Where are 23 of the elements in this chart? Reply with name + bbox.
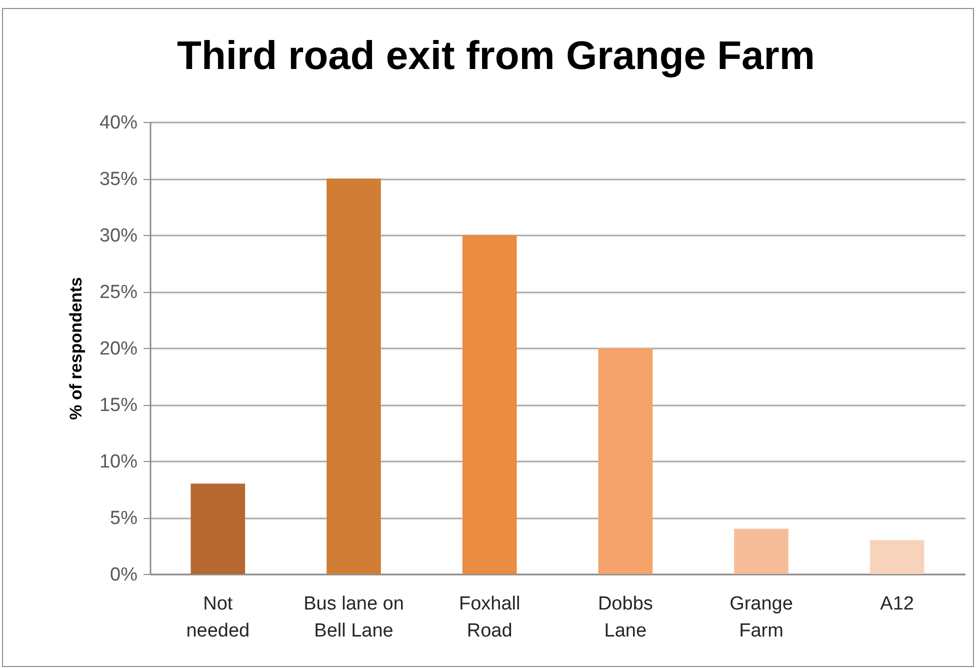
y-tick-label: 20%: [99, 338, 138, 360]
bar: [462, 235, 517, 574]
y-axis-title: % of respondents: [66, 277, 86, 420]
bar: [598, 348, 653, 574]
x-tick-label: Grange Farm: [730, 594, 793, 642]
x-tick-label: Dobbs Lane: [598, 594, 653, 642]
y-tick-label: 15%: [99, 395, 138, 416]
bar: [326, 178, 381, 574]
x-tick-label: Not needed: [186, 594, 250, 642]
y-tick-label: 30%: [99, 226, 138, 246]
y-tick-label: 10%: [99, 452, 138, 472]
x-tick-label: Bus lane on Bell Lane: [304, 594, 404, 642]
chart-title: Third road exit from Grange Farm: [177, 34, 815, 78]
y-tick-label: 40%: [99, 112, 138, 134]
x-tick-label: Foxhall Road: [458, 594, 520, 642]
bar: [870, 540, 924, 574]
x-tick-label: A12: [880, 594, 914, 614]
bar: [734, 528, 788, 574]
y-tick-label: 5%: [110, 508, 138, 529]
y-tick-label: 0%: [110, 564, 138, 586]
y-tick-label: 35%: [99, 169, 138, 190]
y-tick-label: 25%: [99, 282, 138, 303]
bar: [190, 484, 246, 574]
